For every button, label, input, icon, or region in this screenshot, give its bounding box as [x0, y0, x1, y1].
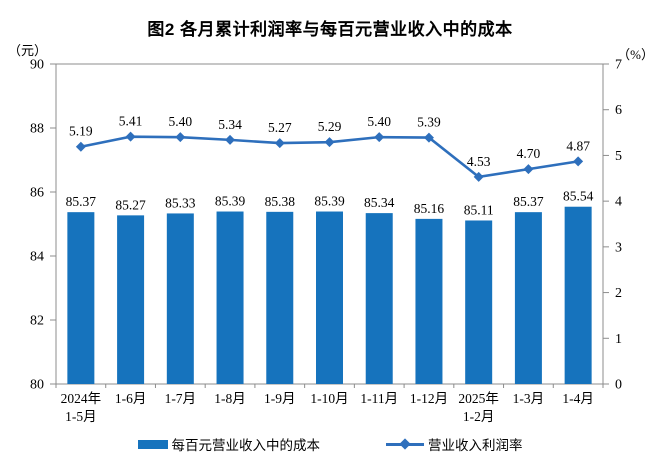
left-axis-tick-label: 80: [30, 378, 44, 393]
legend-item-profit-rate: 营业收入利润率: [386, 434, 523, 454]
x-axis-category-label: 1-6月: [115, 391, 147, 406]
bar: [67, 212, 95, 384]
left-axis-unit: （元）: [8, 43, 48, 58]
x-axis-category-label: 1-11月: [360, 391, 398, 406]
bar: [415, 218, 443, 384]
line-value-label: 4.53: [467, 154, 491, 169]
bar-series: 85.37 85.27 85.33 85.39 85.38 85.39 85.34 85.16…: [66, 189, 594, 384]
x-axis-category-label: 1-4月: [562, 391, 594, 406]
line-series: 5.19 5.41 5.40 5.34 5.27 5.29 5.40 5.39 4.53 4.70…: [69, 114, 590, 182]
line-value-label: 5.39: [417, 115, 441, 130]
line-value-label: 5.40: [169, 114, 193, 129]
bar-value-label: 85.33: [165, 195, 196, 210]
left-axis: 80 82 84 86 88 90: [30, 58, 56, 393]
right-axis-tick-label: 6: [615, 103, 622, 118]
bar: [216, 211, 244, 384]
right-axis-tick-label: 5: [615, 149, 622, 164]
x-axis-category-label: 1-8月: [214, 391, 246, 406]
right-axis-tick-label: 3: [615, 240, 622, 255]
line-marker-icon: [125, 131, 136, 142]
bar-value-label: 85.37: [513, 194, 544, 209]
bar-value-label: 85.54: [563, 189, 594, 204]
chart-legend: 每百元营业收入中的成本 营业收入利润率: [0, 434, 660, 454]
right-axis-tick-label: 2: [615, 286, 622, 301]
line-value-label: 4.87: [566, 138, 590, 153]
line-value-label: 5.41: [119, 114, 143, 129]
line-marker-icon: [573, 156, 584, 167]
right-axis: 0 1 2 3 4 5 6 7: [603, 58, 622, 393]
line-value-label: 4.70: [517, 146, 541, 161]
bar-value-label: 85.11: [464, 202, 494, 217]
bar-value-label: 85.16: [414, 201, 445, 216]
bar-value-label: 85.38: [265, 194, 296, 209]
bar: [117, 215, 145, 384]
line-marker-icon: [523, 164, 534, 175]
bar: [465, 220, 493, 384]
left-axis-tick-label: 82: [30, 314, 44, 329]
bar: [266, 211, 294, 384]
bar: [365, 213, 393, 384]
line-value-label: 5.29: [318, 119, 342, 134]
legend-item-cost: 每百元营业收入中的成本: [137, 434, 321, 454]
line-swatch-icon: [386, 439, 424, 450]
line-marker-icon: [75, 141, 86, 152]
bar-value-label: 85.37: [66, 194, 97, 209]
line-value-label: 5.34: [218, 117, 242, 132]
left-axis-tick-label: 86: [30, 186, 44, 201]
line-value-label: 5.27: [268, 120, 292, 135]
line-marker-icon: [175, 132, 186, 143]
x-axis-category-label: 1-9月: [264, 391, 296, 406]
x-axis-category-label: 2025年 1-2月: [458, 391, 499, 424]
line-marker-icon: [274, 138, 285, 149]
left-axis-tick-label: 88: [30, 122, 44, 137]
bar-value-label: 85.39: [314, 194, 345, 209]
left-axis-tick-label: 90: [30, 58, 44, 73]
x-axis-category-label: 1-10月: [310, 391, 348, 406]
bar: [316, 211, 343, 384]
right-axis-tick-label: 1: [615, 332, 622, 347]
right-axis-tick-label: 4: [615, 195, 622, 210]
line-value-label: 5.19: [69, 124, 93, 139]
chart-title: 图2 各月累计利润率与每百元营业收入中的成本: [147, 20, 513, 39]
bar-value-label: 85.39: [215, 194, 246, 209]
bar: [166, 213, 194, 384]
x-axis-category-label: 1-12月: [410, 391, 448, 406]
line-marker-icon: [324, 137, 335, 148]
bar: [564, 206, 592, 384]
x-axis-category-label: 2024年 1-5月: [61, 391, 102, 424]
bar: [514, 212, 542, 384]
right-axis-unit: （%）: [617, 47, 654, 62]
bar-swatch-icon: [137, 439, 168, 449]
line-marker-icon: [473, 171, 484, 182]
line-marker-icon: [423, 132, 434, 143]
x-axis-ticks: [55, 384, 604, 388]
right-axis-tick-label: 0: [615, 378, 622, 393]
line-marker-icon: [374, 132, 385, 143]
bar-value-label: 85.34: [364, 195, 395, 210]
x-axis-category-label: 1-7月: [165, 391, 197, 406]
left-axis-tick-label: 84: [30, 250, 44, 265]
bar-value-label: 85.27: [115, 197, 146, 212]
legend-label-cost: 每百元营业收入中的成本: [171, 438, 321, 453]
right-axis-tick-label: 7: [615, 58, 622, 73]
x-axis-category-label: 1-3月: [513, 391, 545, 406]
line-marker-icon: [225, 134, 236, 145]
x-axis-labels: 2024年 1-5月 1-6月 1-7月 1-8月 1-9月 1-10月 1-11月 1-12月…: [61, 391, 594, 424]
line-value-label: 5.40: [367, 114, 391, 129]
legend-label-profit-rate: 营业收入利润率: [428, 438, 523, 453]
